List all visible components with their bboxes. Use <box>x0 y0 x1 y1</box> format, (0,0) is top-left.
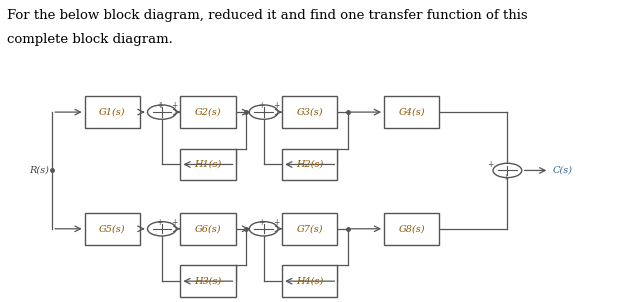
Text: G6(s): G6(s) <box>195 224 221 233</box>
Text: G2(s): G2(s) <box>195 108 221 117</box>
FancyBboxPatch shape <box>282 213 337 245</box>
Text: For the below block diagram, reduced it and find one transfer function of this: For the below block diagram, reduced it … <box>8 9 528 22</box>
FancyBboxPatch shape <box>180 213 236 245</box>
Text: H2(s): H2(s) <box>296 160 323 169</box>
Circle shape <box>493 163 522 178</box>
Text: G1(s): G1(s) <box>99 108 126 117</box>
Text: H3(s): H3(s) <box>194 277 222 286</box>
Circle shape <box>250 105 278 119</box>
Text: G3(s): G3(s) <box>297 108 323 117</box>
Text: +: + <box>157 101 164 110</box>
Text: R(s): R(s) <box>29 166 50 175</box>
FancyBboxPatch shape <box>84 96 140 128</box>
Text: +: + <box>487 160 493 169</box>
Text: G7(s): G7(s) <box>297 224 323 233</box>
Text: +: + <box>156 101 163 110</box>
FancyBboxPatch shape <box>180 149 236 180</box>
Text: +: + <box>502 173 509 182</box>
Text: +: + <box>171 101 178 111</box>
FancyBboxPatch shape <box>180 265 236 297</box>
Text: C(s): C(s) <box>552 166 572 175</box>
FancyBboxPatch shape <box>282 265 337 297</box>
Text: G8(s): G8(s) <box>398 224 425 233</box>
FancyBboxPatch shape <box>282 96 337 128</box>
Text: +: + <box>171 218 178 227</box>
FancyBboxPatch shape <box>84 213 140 245</box>
Circle shape <box>250 222 278 236</box>
Text: H4(s): H4(s) <box>296 277 323 286</box>
FancyBboxPatch shape <box>384 213 439 245</box>
Text: complete block diagram.: complete block diagram. <box>8 33 173 46</box>
Text: G4(s): G4(s) <box>398 108 425 117</box>
Text: G5(s): G5(s) <box>99 224 126 233</box>
Text: +: + <box>274 218 280 227</box>
Circle shape <box>147 105 177 119</box>
FancyBboxPatch shape <box>282 149 337 180</box>
Text: H1(s): H1(s) <box>194 160 222 169</box>
Text: +: + <box>156 218 163 227</box>
Text: +: + <box>258 101 265 110</box>
Text: +: + <box>258 218 265 227</box>
FancyBboxPatch shape <box>180 96 236 128</box>
Text: +: + <box>274 101 280 111</box>
FancyBboxPatch shape <box>384 96 439 128</box>
Circle shape <box>147 222 177 236</box>
